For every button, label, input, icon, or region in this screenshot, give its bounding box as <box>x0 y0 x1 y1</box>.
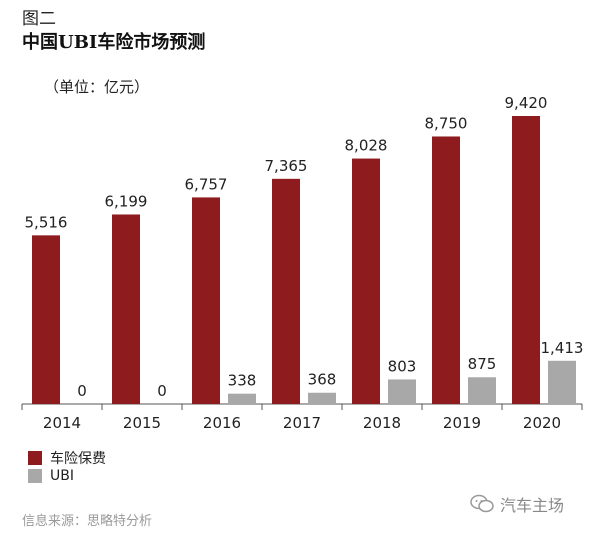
data-label-ubi: 338 <box>228 372 257 390</box>
chart-title: 中国UBI车险市场预测 <box>22 32 206 53</box>
x-tick-label: 2018 <box>363 414 401 432</box>
bar-premium <box>112 214 140 404</box>
legend-label-ubi: UBI <box>50 468 74 484</box>
data-label-premium: 9,420 <box>505 94 548 112</box>
source-note: 信息来源：思略特分析 <box>22 514 153 529</box>
bar-premium <box>512 116 540 404</box>
watermark: 汽车主场 <box>470 492 564 516</box>
data-label-ubi: 1,413 <box>541 339 584 357</box>
bar-premium <box>272 178 300 404</box>
bar-premium <box>192 197 220 404</box>
x-tick-label: 2016 <box>203 414 241 432</box>
bar-ubi <box>308 392 336 404</box>
data-label-premium: 5,516 <box>25 213 68 231</box>
data-label-premium: 8,028 <box>345 137 388 155</box>
x-tick-label: 2017 <box>283 414 321 432</box>
bar-ubi <box>228 393 256 404</box>
x-tick-label: 2019 <box>443 414 481 432</box>
data-label-premium: 6,199 <box>105 192 148 210</box>
legend-swatch-ubi <box>28 469 42 483</box>
unit-label: （单位：亿元） <box>44 78 150 96</box>
legend-label-premium: 车险保费 <box>50 451 106 467</box>
data-label-ubi: 368 <box>308 371 337 389</box>
data-label-premium: 6,757 <box>185 175 228 193</box>
bar-ubi <box>388 379 416 404</box>
wechat-icon <box>470 494 494 513</box>
data-label-ubi: 875 <box>468 355 497 373</box>
x-tick-label: 2015 <box>123 414 161 432</box>
x-tick-label: 2020 <box>523 414 561 432</box>
figure-label: 图二 <box>22 9 56 29</box>
bar-premium <box>432 136 460 404</box>
data-label-ubi: 0 <box>157 382 167 400</box>
legend-item-premium: 车险保费 <box>28 448 106 468</box>
data-label-premium: 7,365 <box>265 157 308 175</box>
data-label-premium: 8,750 <box>425 114 468 132</box>
bar-premium <box>352 158 380 404</box>
bar-ubi <box>548 360 576 404</box>
bar-ubi <box>468 377 496 404</box>
legend-swatch-premium <box>28 451 42 465</box>
watermark-text: 汽车主场 <box>500 496 565 515</box>
data-label-ubi: 803 <box>388 357 417 375</box>
bar-premium <box>32 235 60 404</box>
legend-item-ubi: UBI <box>28 468 74 484</box>
data-label-ubi: 0 <box>77 382 87 400</box>
x-tick-label: 2014 <box>43 414 81 432</box>
